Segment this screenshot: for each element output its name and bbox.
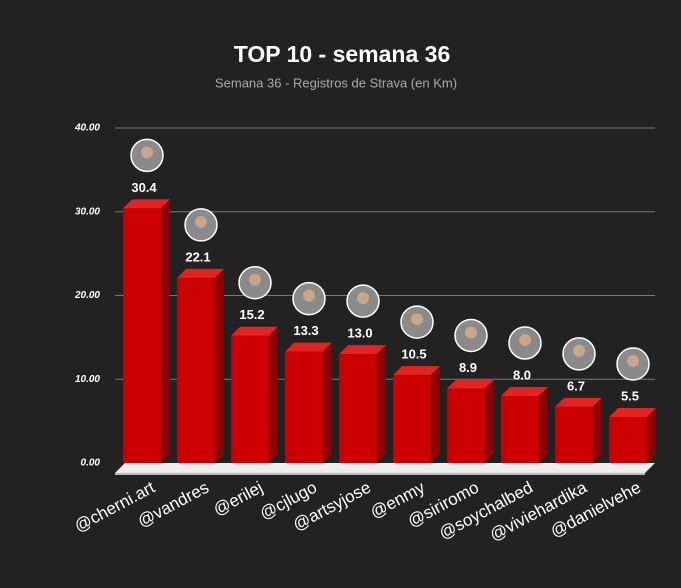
value-label: 15.2 <box>239 307 264 322</box>
bar-top <box>555 397 602 407</box>
y-tick-label: 30.00 <box>75 206 100 217</box>
bar-side <box>430 366 440 463</box>
bar <box>609 416 647 463</box>
y-tick-label: 0.00 <box>81 458 101 469</box>
bar-top <box>177 268 224 278</box>
value-label: 8.0 <box>513 367 531 382</box>
avatar-face <box>519 334 531 346</box>
bar <box>447 388 485 463</box>
avatar-face <box>303 289 315 302</box>
value-label: 30.4 <box>131 180 157 195</box>
value-label: 13.0 <box>347 326 372 341</box>
floor <box>115 463 655 473</box>
bar-top <box>393 366 440 376</box>
chart-subtitle: Semana 36 - Registros de Strava (en Km) <box>215 75 457 90</box>
chart-title: TOP 10 - semana 36 <box>234 41 451 67</box>
value-label: 13.3 <box>293 323 318 338</box>
bar-top <box>609 407 656 417</box>
avatar-face <box>627 354 639 367</box>
bar-top <box>501 387 548 396</box>
avatar-face <box>141 146 153 159</box>
y-tick-label: 20.00 <box>74 290 100 301</box>
value-label: 8.9 <box>459 360 477 375</box>
avatar-face <box>249 273 261 286</box>
bar-side <box>268 326 278 463</box>
bar-side <box>214 268 224 463</box>
bar-top <box>123 199 170 209</box>
bar-side <box>646 407 656 463</box>
bar <box>285 351 323 463</box>
bar <box>123 208 161 463</box>
bar <box>555 406 593 463</box>
bar-side <box>592 397 602 463</box>
bar-side <box>484 379 494 463</box>
avatar-face <box>195 215 207 228</box>
bar-top <box>231 326 278 336</box>
value-label: 5.5 <box>621 388 639 403</box>
avatar-face <box>573 344 585 357</box>
bar <box>393 375 431 463</box>
bar <box>231 335 269 463</box>
bar <box>177 277 215 463</box>
avatar-face <box>411 313 423 326</box>
value-label: 10.5 <box>401 347 426 362</box>
value-label: 6.7 <box>567 378 585 393</box>
y-tick-label: 10.00 <box>75 374 100 385</box>
bar-top <box>285 342 332 352</box>
floor-edge <box>115 473 645 475</box>
bar <box>339 354 377 463</box>
value-label: 22.1 <box>185 249 210 264</box>
bar-side <box>538 387 548 463</box>
bar-side <box>160 199 170 463</box>
bar-top <box>447 379 494 389</box>
avatar-face <box>357 292 369 305</box>
bar-side <box>322 342 332 463</box>
bar <box>501 396 539 463</box>
bar-side <box>376 345 386 463</box>
bar-top <box>339 345 386 355</box>
avatar-face <box>465 326 477 339</box>
y-tick-label: 40.00 <box>74 123 100 134</box>
